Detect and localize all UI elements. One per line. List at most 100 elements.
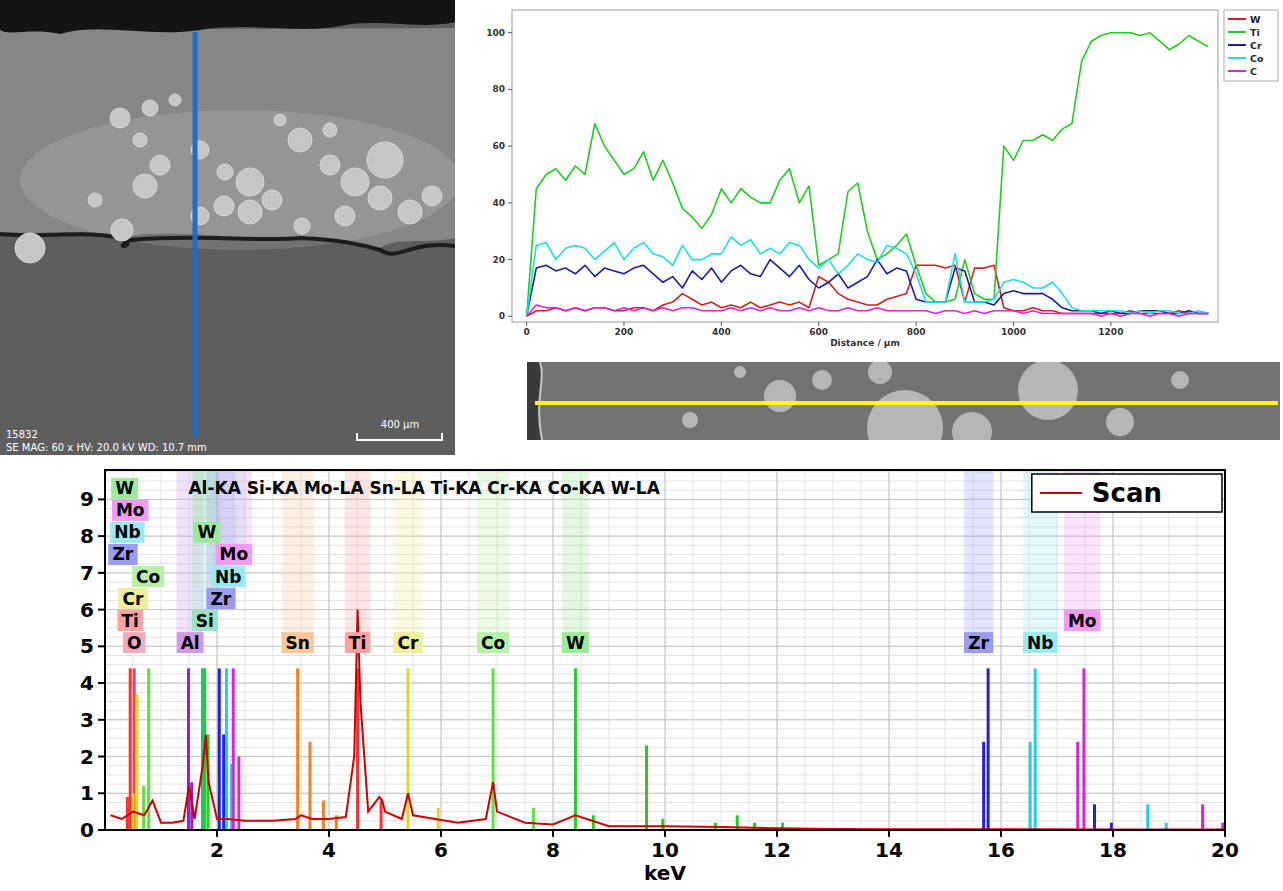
legend-swatch bbox=[1228, 31, 1246, 33]
minor-grid bbox=[1113, 470, 1114, 830]
crack-mid bbox=[0, 234, 455, 254]
scan-line bbox=[193, 32, 198, 437]
x-tick bbox=[664, 830, 666, 837]
element-label: O bbox=[127, 633, 141, 653]
particle bbox=[368, 186, 392, 210]
element-line bbox=[1146, 804, 1149, 830]
series-line bbox=[527, 33, 1209, 317]
y-tick-label: 40 bbox=[492, 198, 505, 208]
particle bbox=[323, 123, 337, 137]
minor-grid bbox=[693, 470, 694, 830]
element-line bbox=[1034, 668, 1037, 830]
crack-top bbox=[0, 0, 455, 34]
element-line bbox=[129, 668, 132, 830]
element-label: Ti bbox=[121, 611, 138, 631]
element-label-box bbox=[123, 632, 145, 653]
element-line bbox=[133, 668, 136, 830]
scale-bar bbox=[357, 433, 442, 440]
x-tick-label: 10 bbox=[651, 838, 679, 862]
y-tick-label: 4 bbox=[80, 671, 94, 695]
y-tick bbox=[98, 682, 105, 684]
line-label: Co-KA bbox=[547, 478, 605, 498]
series-line bbox=[527, 265, 1209, 316]
y-tick bbox=[508, 202, 512, 203]
minor-grid bbox=[777, 470, 778, 830]
element-label-box bbox=[118, 588, 147, 609]
y-tick bbox=[508, 32, 512, 33]
element-label: Zr bbox=[968, 633, 989, 653]
element-label-box bbox=[215, 544, 252, 565]
element-label-box bbox=[177, 632, 204, 653]
x-tick-label: 18 bbox=[1099, 838, 1127, 862]
y-tick-label: 5 bbox=[80, 634, 94, 658]
element-line bbox=[142, 786, 145, 830]
element-line bbox=[322, 801, 325, 830]
particle bbox=[169, 94, 181, 106]
particle bbox=[1171, 371, 1189, 389]
y-tick bbox=[98, 756, 105, 758]
legend-swatch bbox=[1228, 57, 1246, 59]
y-tick bbox=[508, 316, 512, 317]
linescan-chart: 020040060080010001200020406080100Distanc… bbox=[486, 10, 1278, 348]
x-tick bbox=[1224, 830, 1226, 837]
element-label-box bbox=[477, 632, 509, 653]
x-tick bbox=[1000, 830, 1002, 837]
particle bbox=[88, 193, 102, 207]
particle bbox=[952, 412, 992, 440]
element-label-box bbox=[132, 566, 164, 587]
y-tick bbox=[508, 146, 512, 147]
line-label: W-LA bbox=[611, 478, 661, 498]
legend-box bbox=[1032, 474, 1222, 512]
x-tick bbox=[1110, 322, 1111, 326]
legend-label: Ti bbox=[1250, 27, 1260, 38]
particle bbox=[274, 114, 286, 126]
particle bbox=[288, 128, 312, 152]
element-label: Si bbox=[196, 611, 214, 631]
grid-line bbox=[441, 470, 442, 830]
y-tick bbox=[98, 535, 105, 537]
particle bbox=[133, 174, 157, 198]
strip-image bbox=[527, 362, 1280, 440]
element-line bbox=[308, 742, 311, 830]
particle bbox=[238, 200, 262, 224]
x-tick-label: 14 bbox=[875, 838, 903, 862]
legend: WTiCrCoC bbox=[1224, 10, 1278, 81]
x-tick-label: 2 bbox=[210, 838, 224, 862]
y-tick bbox=[508, 89, 512, 90]
particle bbox=[150, 155, 170, 175]
element-line bbox=[645, 746, 648, 830]
element-label: Mo bbox=[219, 544, 248, 564]
spectrum-data bbox=[111, 470, 1225, 830]
element-label-box bbox=[562, 632, 589, 653]
element-label: Sn bbox=[285, 633, 309, 653]
particle bbox=[867, 390, 943, 440]
x-axis-title: keV bbox=[644, 861, 686, 885]
label-band bbox=[964, 470, 993, 632]
y-tick-label: 0 bbox=[80, 818, 94, 842]
particle bbox=[142, 100, 158, 116]
image-info: SE MAG: 60 x HV: 20.0 kV WD: 10.7 mm bbox=[6, 442, 207, 453]
particle bbox=[1018, 362, 1078, 420]
particle bbox=[15, 233, 45, 263]
grid-line bbox=[889, 470, 890, 830]
element-line bbox=[296, 668, 299, 830]
element-line bbox=[492, 668, 495, 830]
x-tick-label: 20 bbox=[1211, 838, 1239, 862]
minor-grid bbox=[833, 470, 834, 830]
element-line bbox=[753, 823, 756, 830]
line-label: Si-KA bbox=[247, 478, 299, 498]
x-tick bbox=[216, 830, 218, 837]
particle bbox=[398, 200, 422, 224]
particle bbox=[812, 370, 832, 390]
element-label-box bbox=[281, 632, 313, 653]
element-labels: OAlSiSnTiTiCrCrCoCoWWWZrZrZrNbNbNbMoMoMo… bbox=[108, 478, 1100, 653]
grid-line bbox=[777, 470, 778, 830]
element-label: Zr bbox=[211, 589, 232, 609]
particle bbox=[133, 133, 147, 147]
particle bbox=[214, 196, 234, 216]
element-line bbox=[225, 668, 228, 830]
legend: Scan bbox=[1032, 474, 1222, 512]
minor-grid bbox=[469, 470, 470, 830]
x-tick bbox=[721, 322, 722, 326]
x-tick bbox=[440, 830, 442, 837]
